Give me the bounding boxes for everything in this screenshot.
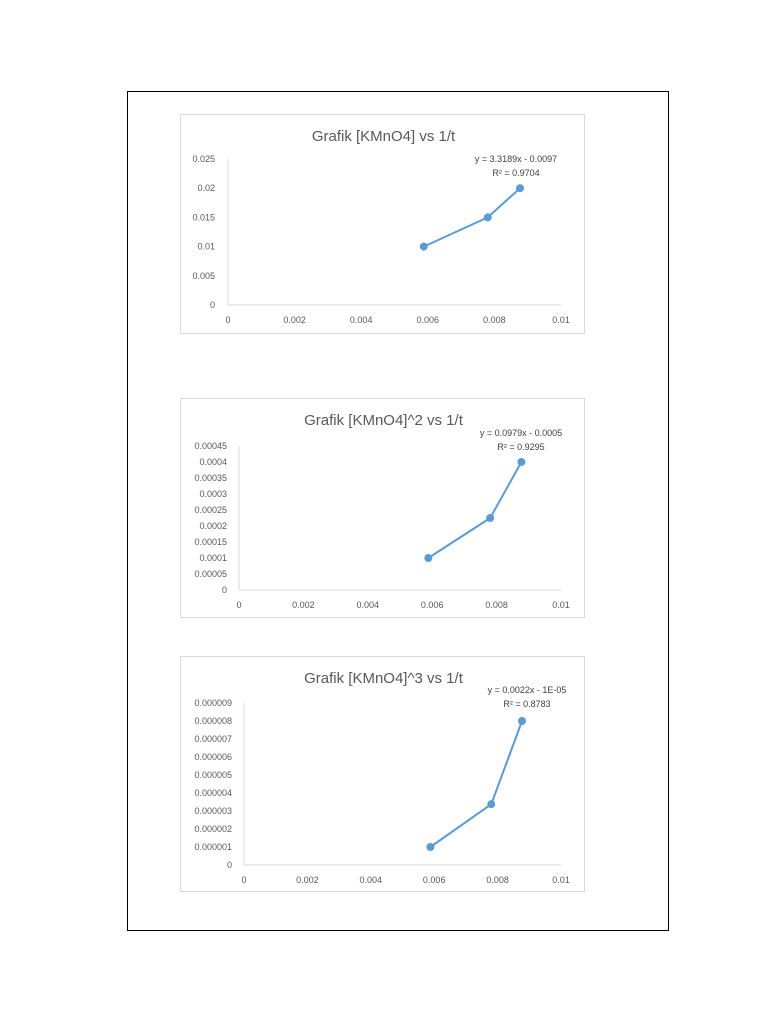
trendline-equation: y = 0.0979x - 0.0005 <box>480 428 562 438</box>
y-tick-label: 0.000007 <box>194 734 232 744</box>
y-tick-label: 0.000005 <box>194 770 232 780</box>
y-tick-label: 0.005 <box>192 271 215 281</box>
chart-svg: Grafik [KMnO4] vs 1/t 0 0.005 0.01 0.015 0.02… <box>192 128 570 325</box>
series-line <box>429 720 523 848</box>
x-tick-label: 0.006 <box>417 315 440 325</box>
data-point <box>424 554 433 562</box>
trendline-equation: y = 0.0022x - 1E-05 <box>488 685 567 695</box>
chart-svg: Grafik [KMnO4]^2 vs 1/t 0 0.00005 0.0001 0.0… <box>194 412 570 610</box>
y-tick-label: 0.015 <box>192 212 215 222</box>
y-tick-label: 0 <box>222 585 227 595</box>
x-tick-label: 0.008 <box>486 875 509 885</box>
y-tick-label: 0.000008 <box>194 716 232 726</box>
data-point <box>487 800 496 809</box>
x-tick-label: 0 <box>236 600 241 610</box>
x-tick-label: 0.01 <box>552 875 570 885</box>
y-tick-label: 0.000001 <box>194 842 232 852</box>
data-point <box>426 843 435 851</box>
y-tick-label: 0.00005 <box>194 569 227 579</box>
chart-title: Grafik [KMnO4]^3 vs 1/t <box>304 670 464 687</box>
x-tick-label: 0.008 <box>483 315 506 325</box>
y-tick-label: 0.000009 <box>194 698 232 708</box>
y-tick-label: 0.000006 <box>194 752 232 762</box>
chart-title: Grafik [KMnO4] vs 1/t <box>312 128 456 145</box>
chart-kmno4-vs-inverse-t: Grafik [KMnO4] vs 1/t 0 0.005 0.01 0.015 0.02… <box>180 114 585 334</box>
y-tick-label: 0.00035 <box>194 473 227 483</box>
data-point <box>518 717 527 725</box>
trendline-equation: y = 3.3189x - 0.0097 <box>475 154 557 164</box>
x-tick-label: 0.008 <box>485 600 508 610</box>
data-point <box>483 213 492 222</box>
chart-svg: Grafik [KMnO4]^3 vs 1/t 0 0.000001 0.000002… <box>194 670 570 885</box>
chart-title: Grafik [KMnO4]^2 vs 1/t <box>304 412 464 429</box>
data-point <box>486 514 495 522</box>
x-tick-label: 0.01 <box>552 315 570 325</box>
x-tick-label: 0.006 <box>421 600 444 610</box>
y-tick-label: 0 <box>210 300 215 310</box>
series-line <box>423 187 521 248</box>
data-point <box>517 458 526 466</box>
r-squared-label: R² = 0.9295 <box>497 442 544 452</box>
y-tick-label: 0.0002 <box>199 521 227 531</box>
y-tick-label: 0.025 <box>192 154 215 164</box>
x-tick-label: 0.002 <box>283 315 306 325</box>
y-tick-label: 0.0001 <box>199 553 227 563</box>
y-tick-label: 0.02 <box>197 183 215 193</box>
r-squared-label: R² = 0.8783 <box>503 699 550 709</box>
x-tick-label: 0.004 <box>357 600 380 610</box>
x-tick-label: 0.002 <box>292 600 315 610</box>
y-tick-label: 0 <box>227 860 232 870</box>
r-squared-label: R² = 0.9704 <box>492 168 539 178</box>
y-tick-label: 0.0003 <box>199 489 227 499</box>
series-line <box>427 461 523 559</box>
data-point <box>516 184 525 193</box>
x-tick-label: 0.002 <box>296 875 319 885</box>
y-tick-label: 0.000003 <box>194 806 232 816</box>
y-tick-label: 0.00015 <box>194 537 227 547</box>
y-tick-label: 0.01 <box>197 242 215 252</box>
y-tick-label: 0.00025 <box>194 505 227 515</box>
y-tick-label: 0.0004 <box>199 457 227 467</box>
x-tick-label: 0.006 <box>423 875 446 885</box>
data-point <box>419 242 428 251</box>
chart-kmno4-squared-vs-inverse-t: Grafik [KMnO4]^2 vs 1/t 0 0.00005 0.0001 0.0… <box>180 398 585 618</box>
y-tick-label: 0.00045 <box>194 441 227 451</box>
y-tick-label: 0.000002 <box>194 824 232 834</box>
y-tick-label: 0.000004 <box>194 788 232 798</box>
x-tick-label: 0.01 <box>552 600 570 610</box>
chart-kmno4-cubed-vs-inverse-t: Grafik [KMnO4]^3 vs 1/t 0 0.000001 0.000002… <box>180 656 585 892</box>
x-tick-label: 0.004 <box>350 315 373 325</box>
x-tick-label: 0 <box>241 875 246 885</box>
x-tick-label: 0 <box>225 315 230 325</box>
x-tick-label: 0.004 <box>360 875 383 885</box>
